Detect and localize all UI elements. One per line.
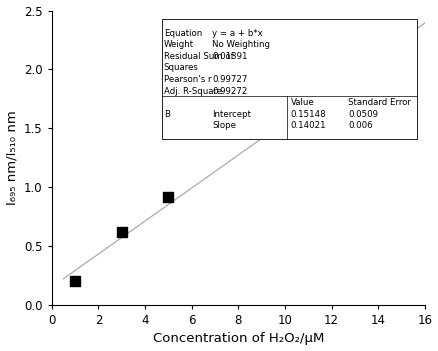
Point bbox=[398, 41, 405, 46]
Text: 0.99272: 0.99272 bbox=[212, 86, 247, 95]
Text: No Weighting: No Weighting bbox=[212, 40, 270, 49]
Text: Adj. R-Square: Adj. R-Square bbox=[164, 86, 222, 95]
X-axis label: Concentration of H₂O₂/μM: Concentration of H₂O₂/μM bbox=[153, 332, 324, 345]
Text: Standard Error: Standard Error bbox=[349, 98, 411, 107]
Text: Squares: Squares bbox=[164, 64, 198, 72]
Text: Value: Value bbox=[290, 98, 314, 107]
Point bbox=[282, 120, 289, 125]
Text: 0.99727: 0.99727 bbox=[212, 75, 247, 84]
Text: Pearson's r: Pearson's r bbox=[164, 75, 211, 84]
Text: y = a + b*x: y = a + b*x bbox=[212, 29, 263, 38]
Text: Equation: Equation bbox=[164, 29, 202, 38]
Point bbox=[165, 194, 172, 199]
FancyBboxPatch shape bbox=[162, 19, 417, 139]
Text: 0.0509: 0.0509 bbox=[349, 110, 378, 119]
Text: Residual Sum of: Residual Sum of bbox=[164, 52, 233, 61]
Text: Intercept: Intercept bbox=[212, 110, 251, 119]
Text: 0.006: 0.006 bbox=[349, 121, 373, 130]
Y-axis label: I₆₉₅ nm/I₅₁₀ nm: I₆₉₅ nm/I₅₁₀ nm bbox=[6, 110, 18, 205]
Text: 0.01391: 0.01391 bbox=[212, 52, 248, 61]
Text: Slope: Slope bbox=[212, 121, 236, 130]
Text: B: B bbox=[164, 110, 170, 119]
Point bbox=[71, 278, 78, 284]
Text: 0.14021: 0.14021 bbox=[290, 121, 326, 130]
Text: Weight: Weight bbox=[164, 40, 194, 49]
Point bbox=[118, 229, 125, 235]
Text: 0.15148: 0.15148 bbox=[290, 110, 326, 119]
